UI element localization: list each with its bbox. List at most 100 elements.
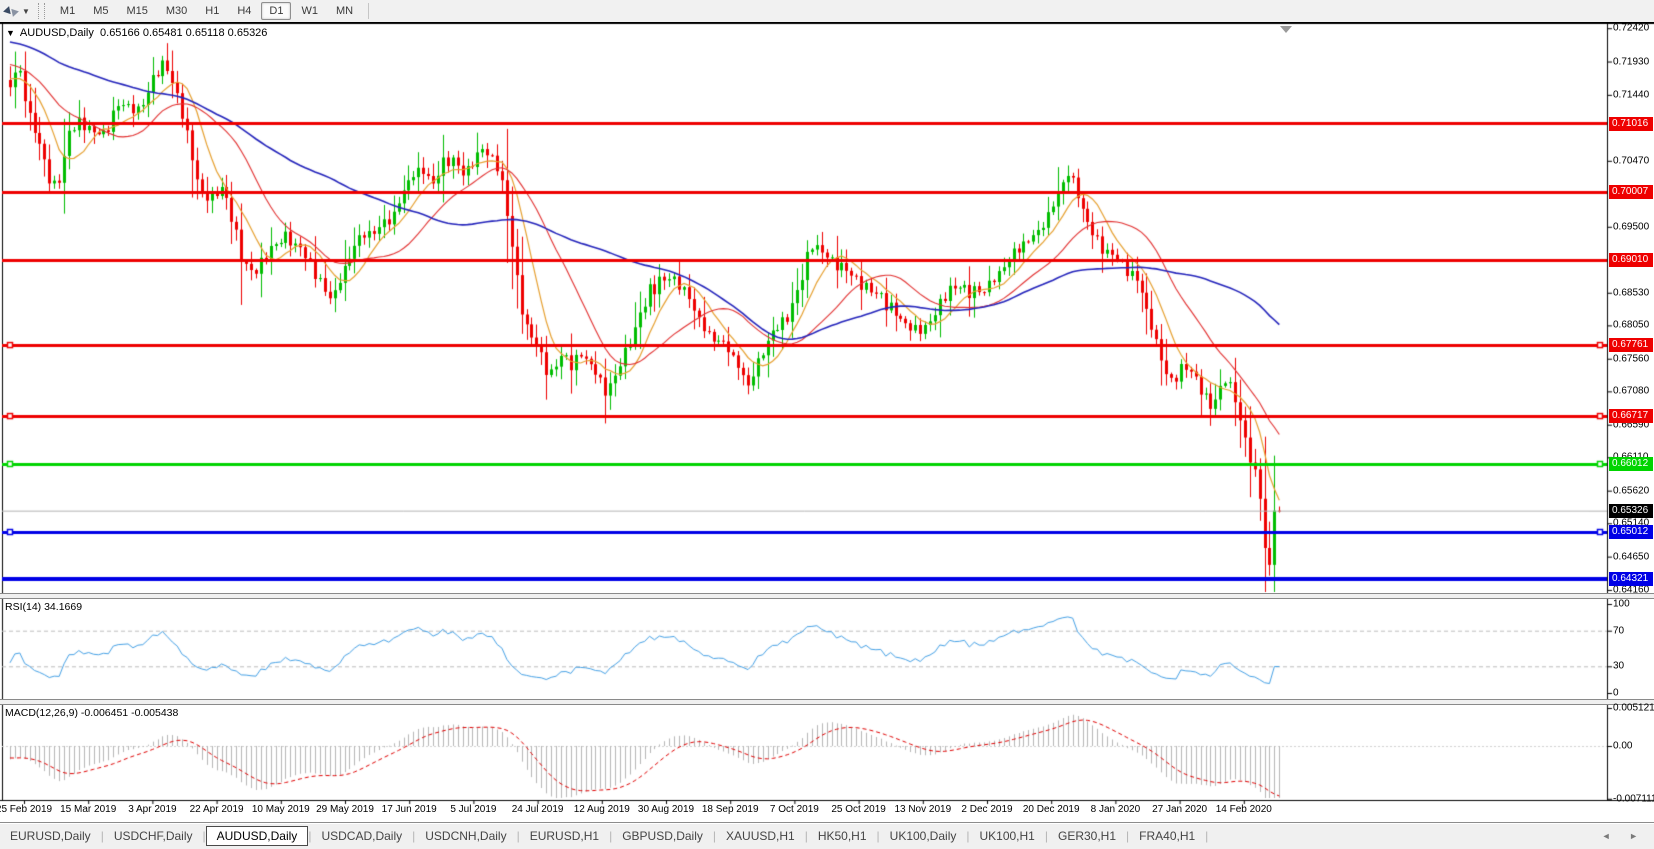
date-tick-20-dec-2019: 20 Dec 2019 xyxy=(1022,804,1080,815)
hline-price-label-0.64321: 0.64321 xyxy=(1609,572,1653,586)
timeframe-button-m5[interactable]: M5 xyxy=(93,5,109,17)
date-tick-29-may-2019: 29 May 2019 xyxy=(316,804,374,815)
tab-eurusd-daily[interactable]: EURUSD,Daily xyxy=(10,829,91,843)
timeframe-button-m15[interactable]: M15 xyxy=(126,5,148,17)
macd-tick--0.007111: -0.007111 xyxy=(1613,793,1654,805)
tab-scroll-arrows[interactable]: ◄ ► xyxy=(1601,831,1646,841)
price-tick-0.68530: 0.68530 xyxy=(1613,287,1650,299)
date-tick-5-jul-2019: 5 Jul 2019 xyxy=(450,804,497,815)
rsi-tick-100: 100 xyxy=(1613,598,1630,610)
chart-symbol: AUDUSD,Daily xyxy=(19,27,94,39)
macd-tick-0: 0.00 xyxy=(1613,740,1633,752)
timeframe-button-w1[interactable]: W1 xyxy=(301,5,318,17)
tab-separator: | xyxy=(202,829,206,843)
price-tick-0.64650: 0.64650 xyxy=(1613,551,1650,563)
chart-mode-button[interactable]: ▼ xyxy=(0,1,34,21)
tab-separator: | xyxy=(804,829,808,843)
chevron-down-icon[interactable]: ▼ xyxy=(22,6,30,16)
date-tick-12-aug-2019: 12 Aug 2019 xyxy=(573,804,630,815)
tab-hk50-h1[interactable]: HK50,H1 xyxy=(817,829,867,843)
chart-canvas[interactable] xyxy=(0,22,1654,822)
date-tick-24-jul-2019: 24 Jul 2019 xyxy=(511,804,564,815)
date-tick-7-oct-2019: 7 Oct 2019 xyxy=(769,804,819,815)
tab-separator: | xyxy=(712,829,717,843)
timeframe-button-h4[interactable]: H4 xyxy=(237,5,252,17)
macd-label: MACD(12,26,9) -0.006451 -0.005438 xyxy=(5,707,179,719)
tab-usdchf-daily[interactable]: USDCHF,Daily xyxy=(113,829,193,843)
price-tick-0.68050: 0.68050 xyxy=(1613,319,1650,331)
date-tick-25-oct-2019: 25 Oct 2019 xyxy=(831,804,886,815)
rsi-tick-70: 70 xyxy=(1613,625,1625,637)
date-tick-27-jan-2020: 27 Jan 2020 xyxy=(1152,804,1208,815)
date-tick-14-feb-2020: 14 Feb 2020 xyxy=(1215,804,1272,815)
tab-separator: | xyxy=(966,829,970,843)
tab-usdcnh-daily[interactable]: USDCNH,Daily xyxy=(425,829,507,843)
tab-usdcad-daily[interactable]: USDCAD,Daily xyxy=(321,829,403,843)
timeframe-button-m30[interactable]: M30 xyxy=(165,5,188,17)
tab-separator: | xyxy=(876,829,880,843)
date-tick-15-mar-2019: 15 Mar 2019 xyxy=(60,804,117,815)
price-tick-0.65140: 0.65140 xyxy=(1613,517,1650,529)
price-tick-0.66590: 0.66590 xyxy=(1613,419,1650,431)
tab-separator: | xyxy=(100,829,104,843)
price-tick-0.70470: 0.70470 xyxy=(1613,155,1650,167)
price-tick-0.65620: 0.65620 xyxy=(1613,485,1650,497)
tab-separator: | xyxy=(1044,829,1048,843)
top-toolbar: ▼ M1 M5 M15 M30 H1 H4 D1 W1 MN xyxy=(0,0,1654,23)
price-tick-0.71440: 0.71440 xyxy=(1613,89,1650,101)
hline-price-label-0.66012: 0.66012 xyxy=(1609,457,1653,471)
hline-price-label-0.70007: 0.70007 xyxy=(1609,185,1653,200)
chart-tab-bar: EURUSD,Daily | USDCHF,Daily | AUDUSD,Daily | U… xyxy=(0,822,1654,849)
hline-price-label-0.65012: 0.65012 xyxy=(1609,525,1653,539)
date-tick-22-apr-2019: 22 Apr 2019 xyxy=(189,804,244,815)
chart-ohlc-values: 0.65166 0.65481 0.65118 0.65326 xyxy=(100,27,268,39)
rsi-label: RSI(14) 34.1669 xyxy=(5,601,83,613)
price-tick-0.67080: 0.67080 xyxy=(1613,385,1650,397)
tab-eurusd-h1[interactable]: EURUSD,H1 xyxy=(529,829,600,843)
timeframe-button-h1[interactable]: H1 xyxy=(205,5,220,17)
date-tick-25-feb-2019: 25 Feb 2019 xyxy=(0,804,53,815)
date-tick-3-apr-2019: 3 Apr 2019 xyxy=(128,804,177,815)
price-tick-0.71930: 0.71930 xyxy=(1613,56,1650,68)
hline-price-label-0.71016: 0.71016 xyxy=(1609,116,1653,131)
price-axis: 0.72420 0.71930 0.71440 0.70470 0.69500 0.685… xyxy=(1608,22,1654,822)
date-tick-10-may-2019: 10 May 2019 xyxy=(251,804,310,815)
tab-separator: | xyxy=(1126,829,1130,843)
tab-separator: | xyxy=(1205,829,1209,843)
tab-uk100-h1[interactable]: UK100,H1 xyxy=(979,829,1035,843)
tab-separator: | xyxy=(609,829,613,843)
tab-audusd-daily[interactable]: AUDUSD,Daily xyxy=(205,825,309,846)
date-tick-8-jan-2020: 8 Jan 2020 xyxy=(1090,804,1141,815)
hline-price-label-0.67761: 0.67761 xyxy=(1609,338,1653,353)
tab-gbpusd-daily[interactable]: GBPUSD,Daily xyxy=(622,829,703,843)
price-tick-0.64160: 0.64160 xyxy=(1613,584,1650,596)
date-tick-30-aug-2019: 30 Aug 2019 xyxy=(637,804,695,815)
tab-ger30-h1[interactable]: GER30,H1 xyxy=(1057,829,1117,843)
timeframes-icon xyxy=(3,4,19,18)
tab-xauusd-h1[interactable]: XAUUSD,H1 xyxy=(726,829,795,843)
tab-separator: | xyxy=(516,829,520,843)
rsi-tick-0: 0 xyxy=(1613,687,1619,699)
tab-separator: | xyxy=(308,829,312,843)
tab-fra40-h1[interactable]: FRA40,H1 xyxy=(1139,829,1196,843)
date-tick-18-sep-2019: 18 Sep 2019 xyxy=(701,804,759,815)
date-tick-13-nov-2019: 13 Nov 2019 xyxy=(894,804,952,815)
rsi-tick-30: 30 xyxy=(1613,660,1625,672)
timeframe-button-d1[interactable]: D1 xyxy=(261,2,292,20)
pane-separator-price-rsi[interactable] xyxy=(0,593,1654,599)
timeframe-button-m1[interactable]: M1 xyxy=(59,5,76,17)
price-tick-0.67560: 0.67560 xyxy=(1613,353,1650,365)
collapse-triangle-icon[interactable]: ▼ xyxy=(6,28,15,38)
price-tick-0.69500: 0.69500 xyxy=(1613,221,1650,233)
price-tick-0.72420: 0.72420 xyxy=(1613,22,1650,34)
date-tick-2-dec-2019: 2 Dec 2019 xyxy=(961,804,1013,815)
timeframe-button-mn[interactable]: MN xyxy=(335,5,354,17)
tab-separator: | xyxy=(412,829,416,843)
chart-shift-marker[interactable] xyxy=(1280,26,1292,33)
pane-separator-rsi-macd[interactable] xyxy=(0,699,1654,705)
macd-tick-0.005121: 0.005121 xyxy=(1613,702,1654,714)
toolbar-separator xyxy=(368,3,370,19)
current-price-label: 0.65326 xyxy=(1609,503,1653,518)
tab-uk100-daily[interactable]: UK100,Daily xyxy=(889,829,957,843)
toolbar-grip[interactable] xyxy=(37,3,45,19)
